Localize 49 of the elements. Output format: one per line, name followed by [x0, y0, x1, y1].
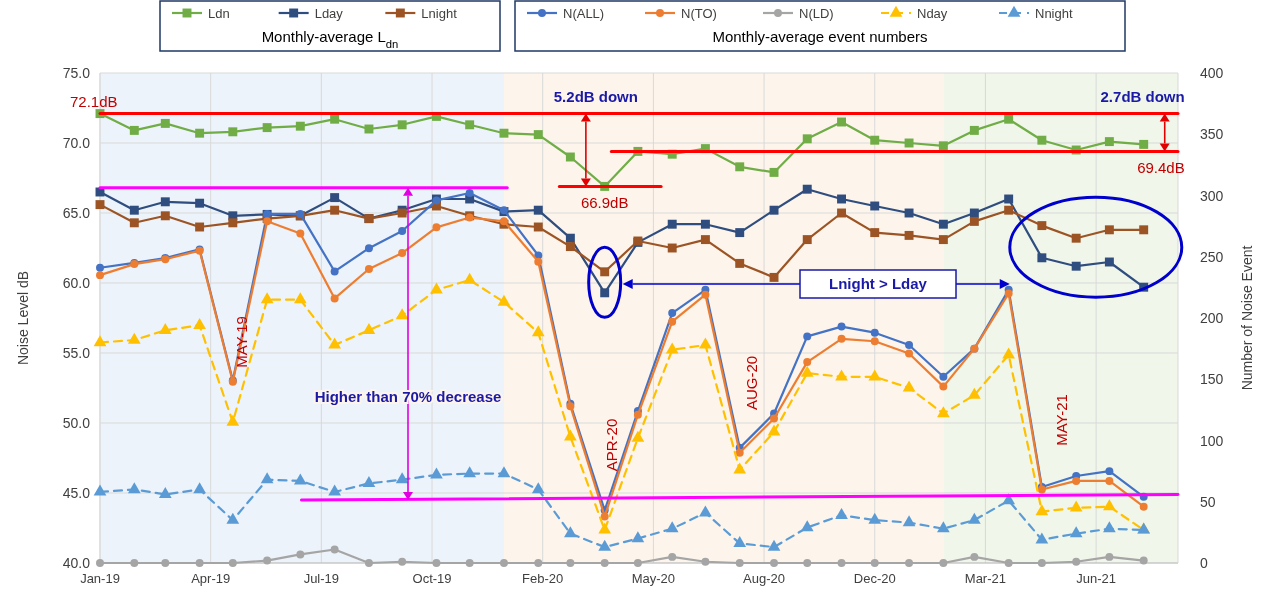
- x-tick-label: Oct-19: [412, 571, 452, 586]
- y-tick-label: 40.0: [62, 555, 91, 571]
- y2-tick-label: 0: [1200, 555, 1208, 571]
- y-tick-label: 45.0: [62, 485, 91, 501]
- x-tick-label: May-20: [631, 571, 676, 586]
- legend-label: Nnight: [1035, 6, 1073, 21]
- x-tick-label: Feb-20: [522, 571, 564, 586]
- y2-tick-label: 350: [1200, 126, 1224, 143]
- annotation: 2.7dB down: [1100, 87, 1185, 105]
- y2-tick-label: 50: [1200, 493, 1216, 510]
- y-axis-title: Noise Level dB: [15, 270, 31, 366]
- annotation: AUG-20: [743, 355, 760, 411]
- legend-label: N(LD): [799, 6, 834, 21]
- y-tick-label: 75.0: [62, 65, 91, 81]
- y2-axis-title: Number of Noise Event: [1239, 245, 1255, 391]
- annotation: 69.4dB: [1137, 159, 1185, 177]
- legend-label: Lday: [314, 6, 344, 21]
- x-tick-label: Jan-19: [80, 571, 120, 586]
- legend-label: Nday: [917, 6, 948, 21]
- text: Monthly-average event numbers: [712, 28, 928, 45]
- y2-tick-label: 100: [1200, 432, 1224, 449]
- annotation: MAY-21: [1053, 394, 1070, 446]
- annotation: Lnight > Lday: [829, 275, 928, 292]
- y-tick-label: 60.0: [62, 275, 91, 291]
- y-tick-label: 70.0: [62, 135, 91, 151]
- x-tick-label: Apr-19: [191, 571, 231, 586]
- annotation: APR-20: [603, 418, 620, 472]
- x-tick-label: Dec-20: [853, 571, 896, 586]
- annotation: MAY-19: [233, 316, 250, 368]
- x-tick-label: Jul-19: [303, 571, 340, 586]
- annotation: 5.2dB down: [553, 87, 638, 105]
- y-tick-label: 65.0: [62, 205, 91, 221]
- y2-tick-label: 300: [1200, 187, 1224, 204]
- y2-tick-label: 400: [1200, 65, 1224, 81]
- y-tick-label: 50.0: [62, 415, 91, 431]
- x-tick-label: Aug-20: [743, 571, 786, 586]
- x-tick-label: Mar-21: [964, 571, 1007, 586]
- legend-label: Ldn: [208, 6, 230, 21]
- legend-label: N(ALL): [563, 6, 605, 21]
- text: Monthly-average L$_{dn}$: [261, 28, 399, 50]
- y-tick-label: 55.0: [62, 345, 91, 361]
- x-tick-label: Jun-21: [1076, 571, 1116, 586]
- y2-tick-label: 200: [1200, 310, 1224, 326]
- y2-tick-label: 150: [1200, 371, 1224, 388]
- annotation: 66.9dB: [580, 194, 629, 212]
- legend-label: Lnight: [421, 6, 458, 21]
- y2-tick-label: 250: [1200, 248, 1224, 265]
- legend-label: N(TO): [681, 6, 717, 21]
- annotation: 72.1dB: [70, 92, 118, 110]
